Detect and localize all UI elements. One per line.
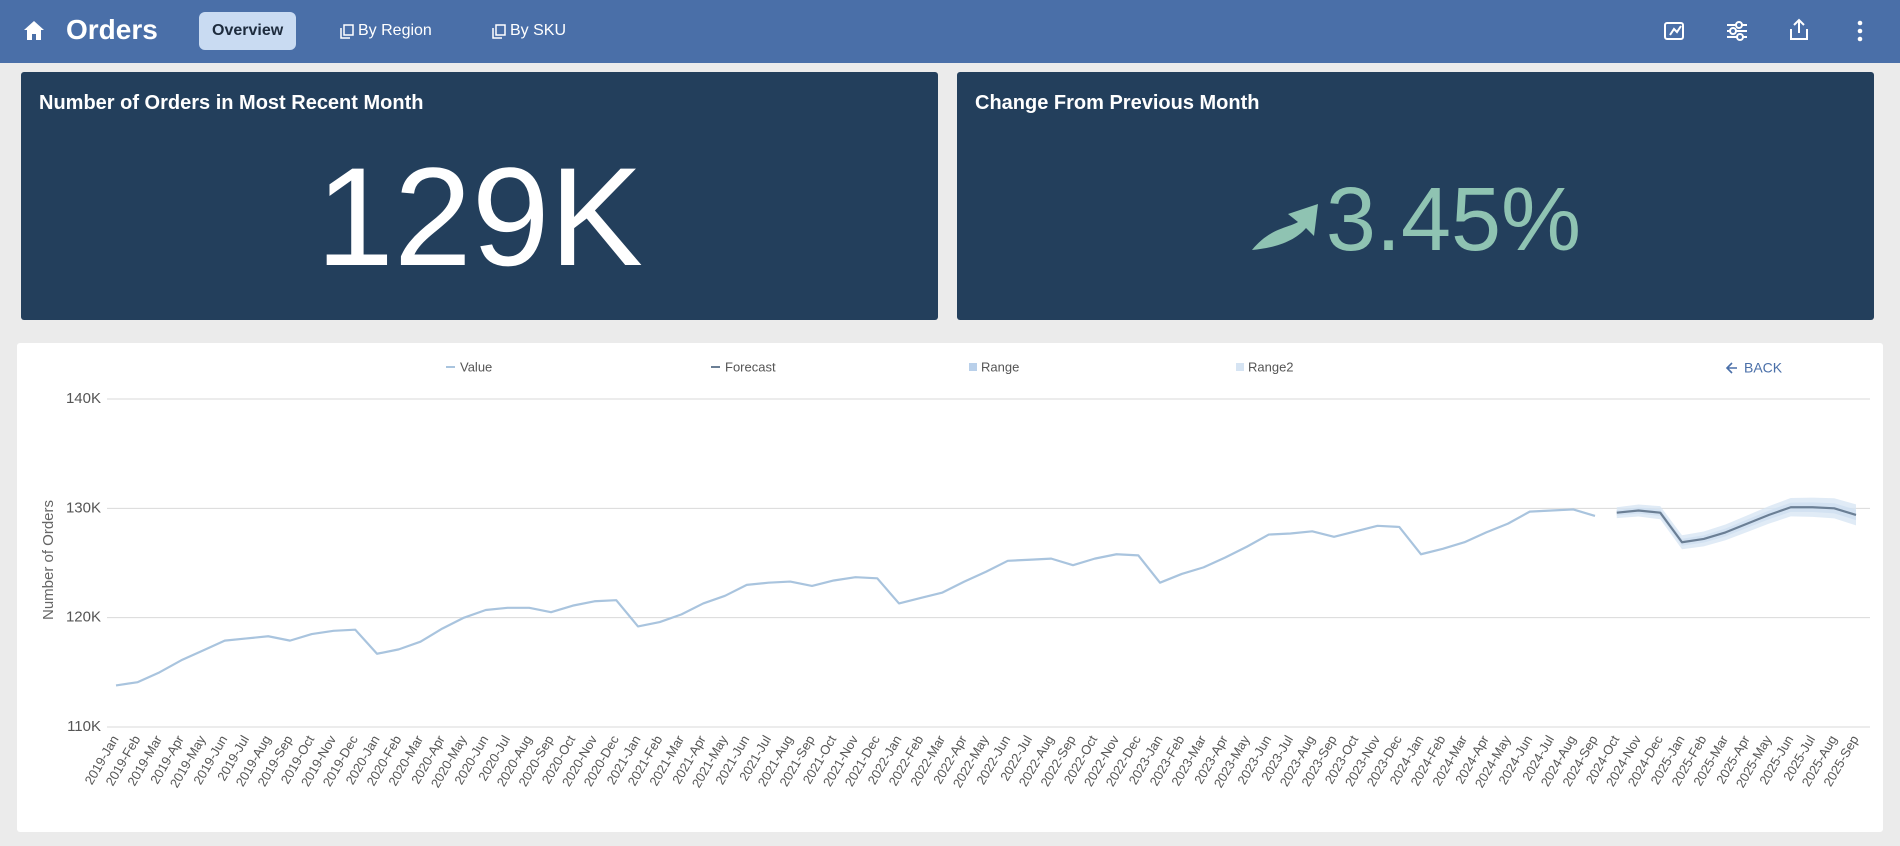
y-tick-label: 120K [66,609,101,626]
kpi-value: 129K [316,138,643,295]
legend-label: Forecast [725,359,776,374]
back-label: BACK [1744,360,1783,376]
insight-icon[interactable] [1662,18,1688,44]
kpi-value: 3.45% [1325,170,1582,270]
range-band [1616,497,1856,550]
more-icon[interactable] [1852,18,1868,44]
y-tick-label: 140K [66,390,101,407]
tab[interactable]: By SKU [478,12,579,50]
legend-item: Forecast [711,359,776,374]
kpi-card: Change From Previous Month 3.45% [957,72,1874,320]
tab[interactable]: By Region [326,12,445,50]
legend-swatch [1236,363,1244,371]
kpi-change: 3.45% [957,170,1874,270]
legend-swatch [969,363,977,371]
kpi-title: Change From Previous Month [975,92,1260,114]
y-tick-label: 110K [67,718,101,735]
chart-card: Number of Orders BACK 110K 120K 130K 140K 20… [17,343,1883,832]
legend-label: Range2 [1248,359,1294,374]
legend-item: Value [446,359,492,374]
trend-arrow [1251,204,1318,250]
y-axis-label: Number of Orders [40,500,57,620]
legend-item: Range2 [1236,359,1294,374]
y-tick-label: 130K [66,499,101,516]
home-icon[interactable] [22,19,46,43]
series-line [115,508,1596,687]
tab-icon [492,24,506,39]
tab[interactable]: Overview [199,12,297,50]
tab-label: By Region [358,22,432,39]
share-icon[interactable] [1786,17,1812,43]
series-line [1616,506,1857,544]
legend-item: Range [969,359,1019,374]
back-button[interactable]: BACK [1725,360,1783,376]
kpi-card: Number of Orders in Most Recent Month 12… [21,72,938,320]
chart: Number of Orders BACK 110K120K130K140K20… [40,359,1870,790]
page-title: Orders [66,14,158,45]
top-bar: Orders Overview By Region By SKU [0,0,1900,63]
tab-icon [340,24,354,39]
filter-icon[interactable] [1724,18,1750,44]
back-arrow [1725,362,1737,374]
kpi-title: Number of Orders in Most Recent Month [39,92,424,114]
tab-label: By SKU [510,22,567,39]
legend-label: Value [460,359,492,374]
legend-label: Range [981,359,1019,374]
